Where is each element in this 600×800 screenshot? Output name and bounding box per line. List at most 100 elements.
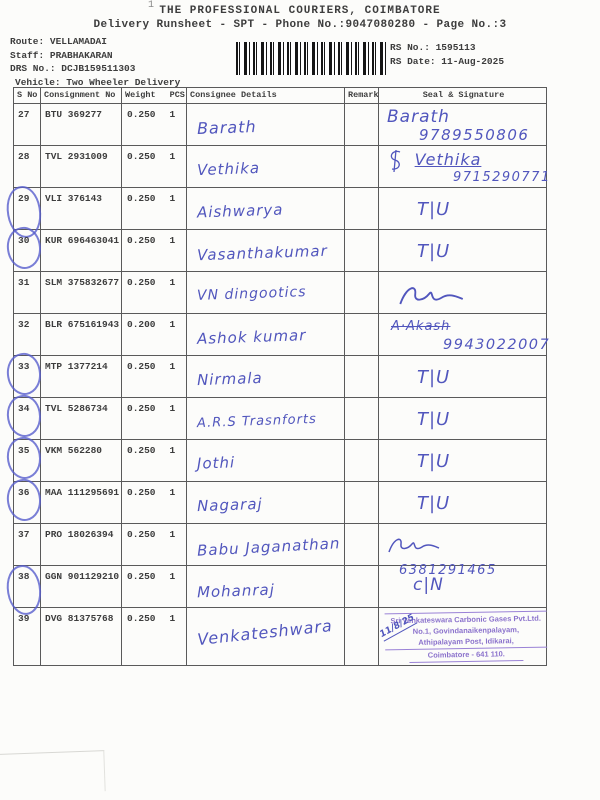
route-line: Route: VELLAMADAI bbox=[10, 36, 107, 47]
cell-weight-pcs: 0.200 1 bbox=[122, 314, 187, 355]
remarks-value bbox=[345, 366, 349, 369]
weight-value: 0.250 bbox=[127, 613, 156, 624]
pcs-value: 1 bbox=[169, 235, 176, 246]
remarks-value bbox=[345, 156, 349, 159]
table-row: 31 SLM 375832677 0.250 1 VN dingootics Sr… bbox=[14, 272, 546, 314]
company-stamp: Sri Venkateswara Carbonic Gases Pvt.Ltd.… bbox=[378, 610, 548, 664]
serial-number: 31 bbox=[18, 277, 30, 288]
cell-sno: 28 bbox=[14, 146, 41, 187]
cell-consignment: KUR 696463041 bbox=[41, 230, 122, 271]
signature-phone: 6381291465 bbox=[399, 563, 497, 578]
cell-consignment: MTP 1377214 bbox=[41, 356, 122, 397]
consignment-number: VKM 562280 bbox=[45, 445, 103, 456]
cell-sno: 37 bbox=[14, 524, 41, 575]
table-row: 35 VKM 562280 0.250 1 Jothi T|U Sri Venka… bbox=[3, 434, 546, 482]
consignee-handwriting: VN dingootics bbox=[196, 284, 307, 304]
cell-seal-signature: Sri Venkateswara Carbonic Gases Pvt.Ltd.… bbox=[379, 272, 545, 313]
consignee-handwriting: Vasanthakumar bbox=[196, 241, 329, 265]
cell-consignee: Nirmala bbox=[187, 356, 345, 397]
col-consignment: Consignment No bbox=[41, 88, 122, 103]
cell-consignment: TVL 2931009 bbox=[41, 146, 122, 187]
weight-value: 0.200 bbox=[127, 319, 156, 330]
cell-consignment: BTU 369277 bbox=[41, 104, 122, 145]
table-row: 39 DVG 81375768 0.250 1 Venkateshwara Sri… bbox=[14, 608, 548, 665]
cell-sno: 35 bbox=[3, 434, 45, 482]
consignment-number: DVG 81375768 bbox=[45, 613, 114, 624]
cell-remarks bbox=[345, 524, 379, 575]
cell-sno: 33 bbox=[3, 350, 45, 398]
pcs-value: 1 bbox=[169, 319, 176, 330]
cell-consignee: Barath bbox=[187, 104, 345, 145]
serial-number: 33 bbox=[18, 361, 30, 372]
pcs-value: 1 bbox=[169, 613, 176, 624]
weight-value: 0.250 bbox=[127, 361, 156, 372]
cell-weight-pcs: 0.250 1 bbox=[122, 356, 187, 397]
consignment-number: BLR 675161943 bbox=[45, 319, 120, 330]
cell-weight-pcs: 0.250 1 bbox=[122, 608, 187, 665]
consignment-number: VLI 376143 bbox=[45, 193, 103, 204]
consignment-number: KUR 696463041 bbox=[45, 235, 120, 246]
cell-sno: 31 bbox=[14, 272, 41, 313]
pcs-value: 1 bbox=[169, 109, 176, 120]
cell-remarks bbox=[345, 188, 379, 229]
consignment-number: MTP 1377214 bbox=[45, 361, 108, 372]
serial-number: 39 bbox=[18, 613, 30, 624]
table-row: 28 TVL 2931009 0.250 1 Vethika Vethika 97… bbox=[14, 146, 549, 188]
remarks-value bbox=[345, 198, 349, 201]
cell-weight-pcs: 0.250 1 bbox=[122, 524, 187, 575]
consignee-handwriting: Aishwarya bbox=[196, 200, 284, 222]
col-sno: S No bbox=[14, 88, 41, 103]
rs-info-block: RS No.: 1595113 RS Date: 11-Aug-2025 bbox=[390, 41, 504, 69]
signature-text: T|U bbox=[417, 367, 451, 388]
consignee-handwriting: Ashok kumar bbox=[196, 326, 307, 348]
pcs-value: 1 bbox=[169, 277, 176, 288]
table-header: S No Consignment No Weight PCS Consignee … bbox=[14, 88, 546, 104]
cell-sno: 27 bbox=[14, 104, 41, 145]
cell-seal-signature: T|U Sri Venkateswara Carbonic Gases Pvt.… bbox=[379, 440, 545, 481]
rs-number-line: RS No.: 1595113 bbox=[390, 42, 476, 53]
cell-weight-pcs: 0.250 1 bbox=[122, 272, 187, 313]
drs-number-line: DRS No.: DCJB159511303 bbox=[10, 63, 136, 74]
page-corner-fold bbox=[0, 750, 106, 795]
cell-consignment: SLM 375832677 bbox=[41, 272, 122, 313]
cell-consignee: Aishwarya bbox=[187, 188, 345, 229]
pen-circle-mark bbox=[3, 350, 45, 398]
consignee-handwriting: Vethika bbox=[196, 158, 261, 180]
remarks-value bbox=[345, 534, 349, 537]
col-seal-signature: Seal & Signature bbox=[422, 90, 505, 100]
signature-text: A·Akash bbox=[391, 319, 451, 334]
signature-text: T|U bbox=[417, 409, 451, 430]
signature-text: Vethika bbox=[414, 150, 482, 170]
cell-consignee: A.R.S Trasnforts bbox=[187, 398, 345, 439]
weight-value: 0.250 bbox=[127, 277, 156, 288]
cell-consignment: VLI 376143 bbox=[41, 188, 122, 229]
pen-circle-mark bbox=[3, 224, 45, 272]
signature-phone: 9789550806 bbox=[419, 126, 530, 144]
table-row: 33 MTP 1377214 0.250 1 Nirmala T|U Sri Ve… bbox=[3, 350, 546, 398]
cell-consignee: VN dingootics bbox=[187, 272, 345, 313]
signature-scribble-icon bbox=[399, 287, 464, 305]
cell-remarks bbox=[345, 440, 379, 481]
cell-remarks bbox=[345, 104, 379, 145]
cell-sno: 29 bbox=[2, 183, 46, 241]
cell-weight-pcs: 0.250 1 bbox=[122, 188, 187, 229]
table-row: 37 PRO 18026394 0.250 1 Babu Jaganathan 6… bbox=[14, 524, 546, 578]
serial-number: 29 bbox=[18, 193, 30, 204]
cell-sno: 36 bbox=[3, 476, 45, 524]
cell-weight-pcs: 0.250 1 bbox=[122, 104, 187, 145]
consignee-handwriting: A.R.S Trasnforts bbox=[196, 411, 318, 432]
cell-consignment: DVG 81375768 bbox=[41, 608, 122, 665]
shipment-info-block: Route: VELLAMADAI Staff: PRABHAKARAN DRS… bbox=[10, 35, 180, 89]
cell-sno: 32 bbox=[14, 314, 41, 355]
serial-number: 32 bbox=[18, 319, 30, 330]
cell-seal-signature: A·Akash 9943022007 Sri Venkateswara Carb… bbox=[379, 314, 549, 355]
cell-consignee: Ashok kumar bbox=[187, 314, 345, 355]
cell-consignment: BLR 675161943 bbox=[41, 314, 122, 355]
signature-text: c|N bbox=[413, 575, 444, 595]
barcode bbox=[236, 42, 386, 75]
serial-number: 37 bbox=[18, 529, 30, 540]
table-row: 29 VLI 376143 0.250 1 Aishwarya T|U Sri V… bbox=[2, 183, 546, 241]
table-row: 32 BLR 675161943 0.200 1 Ashok kumar A·Ak… bbox=[14, 314, 549, 356]
cell-seal-signature: c|N Sri Venkateswara Carbonic Gases Pvt.… bbox=[379, 566, 545, 607]
serial-number: 36 bbox=[18, 487, 30, 498]
